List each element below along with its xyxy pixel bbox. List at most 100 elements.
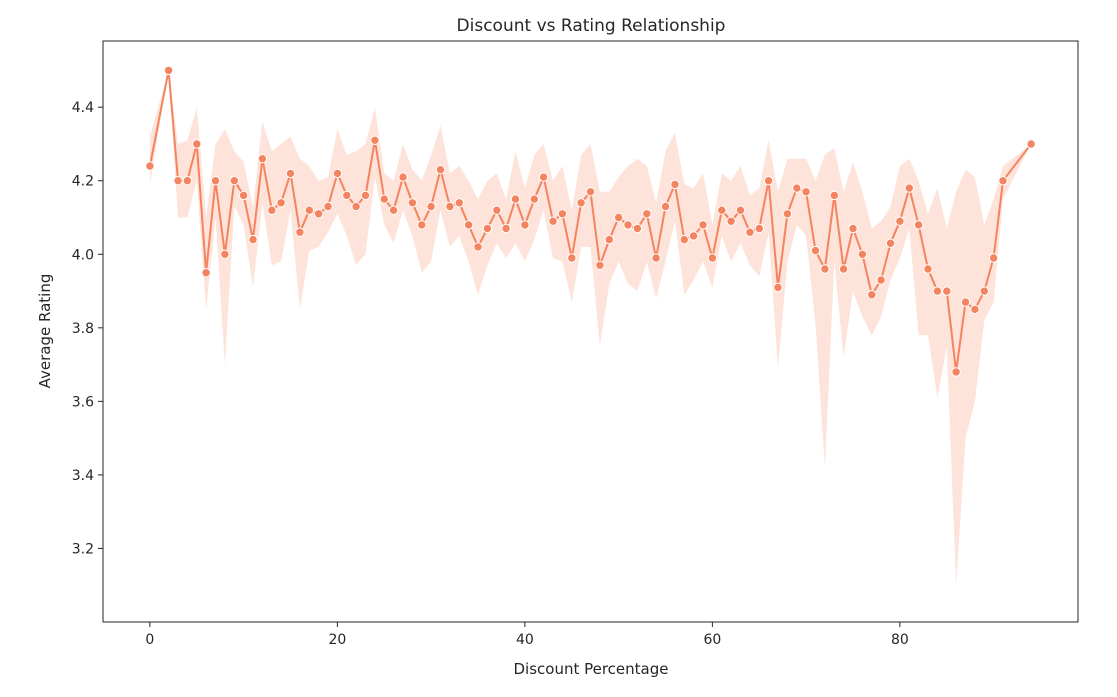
data-point xyxy=(885,238,896,248)
data-point xyxy=(688,231,699,241)
data-point xyxy=(951,367,961,377)
data-point xyxy=(229,176,240,186)
data-point xyxy=(557,209,568,219)
data-point xyxy=(454,198,464,208)
data-point xyxy=(651,253,661,263)
data-point xyxy=(520,220,530,230)
data-point xyxy=(201,268,211,278)
plot-area xyxy=(145,65,1036,586)
data-point xyxy=(754,223,764,234)
x-tick-label: 0 xyxy=(145,632,154,648)
data-point xyxy=(257,154,268,164)
x-tick-label: 80 xyxy=(891,632,909,648)
data-point xyxy=(923,264,933,274)
data-point xyxy=(763,176,774,186)
data-point xyxy=(182,176,193,186)
data-point xyxy=(960,297,971,307)
data-point xyxy=(707,253,718,263)
data-point xyxy=(595,260,605,270)
data-point xyxy=(979,286,989,296)
data-point xyxy=(276,198,286,208)
data-point xyxy=(360,190,371,201)
data-point xyxy=(735,205,746,215)
data-point xyxy=(792,183,802,193)
x-axis-title: Discount Percentage xyxy=(513,660,668,678)
x-axis: 0 20 40 60 80 xyxy=(145,622,909,648)
chart-title: Discount vs Rating Relationship xyxy=(457,16,726,36)
data-point xyxy=(379,194,389,204)
data-point xyxy=(238,190,249,201)
data-point xyxy=(576,198,586,208)
data-point xyxy=(267,205,277,215)
data-point xyxy=(660,201,671,212)
data-point xyxy=(548,216,558,226)
data-point xyxy=(295,227,305,237)
data-point xyxy=(388,205,399,215)
data-point xyxy=(407,198,418,208)
data-point xyxy=(848,223,858,234)
y-tick-label: 3.8 xyxy=(72,321,94,337)
data-point xyxy=(313,209,324,219)
data-point xyxy=(342,190,352,201)
data-point xyxy=(867,290,877,300)
data-point xyxy=(895,216,905,226)
data-point xyxy=(838,264,849,274)
data-point xyxy=(210,176,221,186)
y-tick-label: 4.4 xyxy=(72,100,94,116)
data-point xyxy=(445,201,455,212)
data-point xyxy=(145,161,155,171)
plot-frame xyxy=(102,40,1079,623)
data-point xyxy=(192,139,202,149)
data-point xyxy=(173,176,183,186)
data-point xyxy=(670,179,680,190)
data-point xyxy=(998,176,1008,186)
data-point xyxy=(492,205,502,215)
data-point xyxy=(904,183,914,193)
x-tick-label: 40 xyxy=(516,632,534,648)
data-point xyxy=(913,220,924,230)
y-tick-label: 4.0 xyxy=(72,247,94,263)
data-point xyxy=(529,194,539,204)
data-point xyxy=(829,190,839,201)
data-point xyxy=(745,227,755,237)
y-axis: 3.2 3.4 3.6 3.8 4.0 4.2 4.4 xyxy=(72,100,103,557)
x-tick-label: 20 xyxy=(328,632,346,648)
data-point xyxy=(632,223,643,234)
data-point xyxy=(332,168,343,179)
data-point xyxy=(220,249,230,260)
data-point xyxy=(613,212,624,223)
data-point xyxy=(970,304,980,315)
data-point xyxy=(398,172,408,182)
data-point xyxy=(604,234,614,245)
data-point xyxy=(463,220,474,230)
data-point xyxy=(1026,139,1036,149)
data-point xyxy=(932,286,943,296)
data-point xyxy=(248,234,258,245)
y-axis-title: Average Rating xyxy=(36,274,54,389)
y-tick-label: 3.4 xyxy=(72,468,94,484)
data-point xyxy=(679,234,689,245)
data-point xyxy=(163,65,174,76)
data-point xyxy=(482,223,493,234)
confidence-band xyxy=(149,70,1032,586)
data-point xyxy=(323,201,333,212)
x-tick-label: 60 xyxy=(703,632,721,648)
data-point xyxy=(642,209,652,219)
y-tick-label: 4.2 xyxy=(72,174,94,190)
data-point xyxy=(876,275,886,285)
data-point xyxy=(567,253,577,263)
data-point xyxy=(473,242,483,252)
data-point xyxy=(857,249,868,260)
data-point xyxy=(698,220,708,230)
data-point xyxy=(810,245,821,256)
data-point xyxy=(623,220,633,230)
data-point xyxy=(304,205,314,215)
y-tick-label: 3.6 xyxy=(72,394,94,410)
data-point xyxy=(773,282,783,293)
data-point xyxy=(988,253,999,263)
data-point xyxy=(501,223,511,234)
data-point xyxy=(585,187,596,197)
data-point xyxy=(782,209,793,219)
data-point xyxy=(435,165,446,175)
